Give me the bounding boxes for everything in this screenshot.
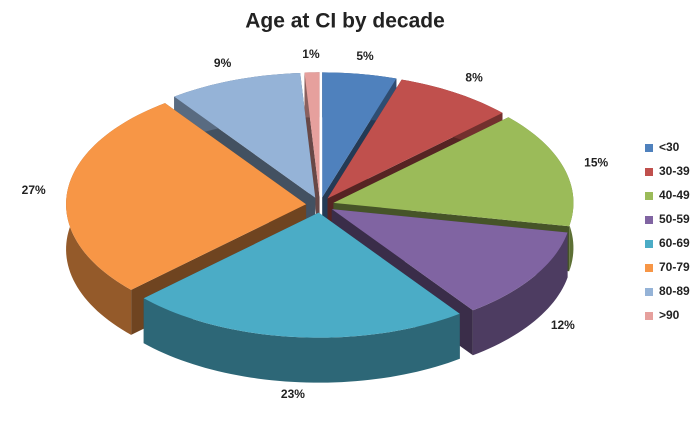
legend-swatch	[645, 216, 653, 224]
legend-swatch	[645, 312, 653, 320]
slice	[304, 72, 320, 243]
legend-label: 50-59	[659, 212, 690, 226]
slice-side	[143, 298, 460, 383]
data-label: 12%	[551, 318, 575, 332]
slice-top	[66, 103, 307, 290]
slice-top	[304, 72, 320, 198]
legend-label: 80-89	[659, 284, 690, 298]
slice-side	[472, 232, 568, 356]
data-label: 5%	[356, 49, 374, 63]
data-label: 15%	[584, 155, 608, 169]
chart-title: Age at CI by decade	[245, 10, 445, 33]
slice-top	[333, 117, 574, 227]
legend-swatch	[645, 144, 653, 152]
legend-label: <30	[659, 140, 680, 154]
legend-label: 30-39	[659, 164, 690, 178]
slice	[143, 212, 460, 383]
legend-label: 70-79	[659, 260, 690, 274]
slice-top	[174, 73, 316, 198]
slice-top	[331, 209, 568, 311]
data-label: 8%	[465, 70, 483, 84]
slice-top	[143, 212, 460, 338]
data-label: 9%	[214, 56, 232, 70]
slice-top	[327, 79, 503, 199]
legend-label: >90	[659, 308, 680, 322]
legend-swatch	[645, 288, 653, 296]
data-label: 23%	[281, 387, 305, 401]
legend-swatch	[645, 240, 653, 248]
legend-swatch	[645, 264, 653, 272]
slice-top	[322, 72, 397, 198]
legend-label: 40-49	[659, 188, 690, 202]
data-label: 1%	[302, 47, 320, 61]
legend-label: 60-69	[659, 236, 690, 250]
legend-swatch	[645, 192, 653, 200]
legend-swatch	[645, 168, 653, 176]
data-label: 27%	[22, 183, 46, 197]
